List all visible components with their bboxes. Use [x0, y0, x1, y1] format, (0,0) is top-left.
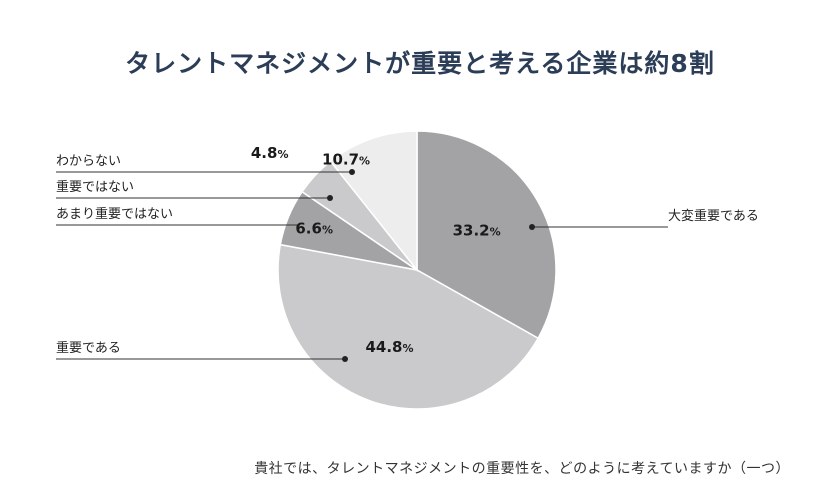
slice-label-1: 重要である [56, 340, 121, 356]
pie-slice-0 [416, 130, 557, 340]
pie-slices [277, 130, 557, 410]
chart-title: タレントマネジメントが重要と考える企業は約8割 [125, 49, 715, 78]
slice-value-3: 4.8% [251, 144, 289, 162]
slice-value-1: 44.8% [365, 338, 413, 356]
callout-dot-3 [327, 195, 333, 201]
slice-value-4: 10.7% [322, 150, 370, 168]
callout-dot-1 [342, 356, 348, 362]
pie-slice-4 [329, 130, 418, 273]
callout-dot-0 [529, 224, 535, 230]
callout-dot-4 [349, 169, 355, 175]
slice-label-0: 大変重要である [668, 208, 759, 224]
slice-value-0: 33.2% [453, 221, 501, 239]
chart-caption: 貴社では、タレントマネジメントの重要性を、どのように考えていますか（一つ） [254, 461, 790, 477]
pie-slice-1 [277, 243, 540, 410]
slice-label-4: わからない [56, 154, 121, 169]
slice-value-2: 6.6% [295, 220, 333, 238]
callout-lines [56, 169, 668, 362]
slice-label-2: あまり重要ではない [56, 206, 173, 222]
slice-label-3: 重要ではない [56, 179, 134, 195]
pie-labels: 大変重要である 33.2% 重要である 44.8% あまり重要ではない 6.6% 重要ではな… [56, 144, 759, 356]
